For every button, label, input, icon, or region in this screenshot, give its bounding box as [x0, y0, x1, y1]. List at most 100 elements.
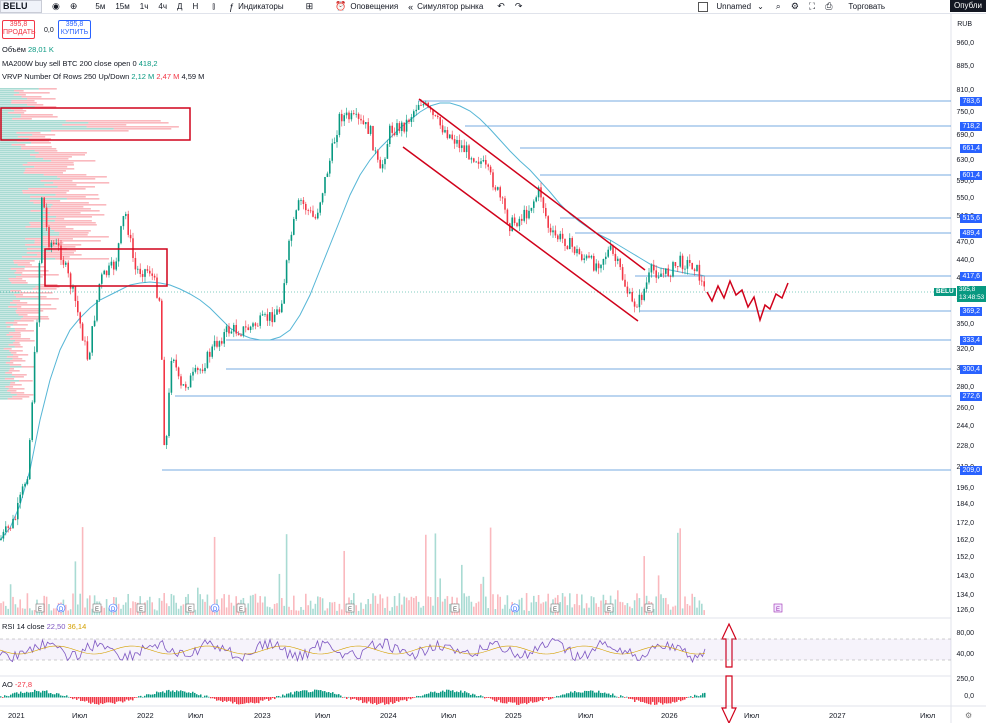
ao-bar — [158, 692, 160, 698]
candle-body — [283, 283, 285, 304]
candle-body — [557, 235, 559, 240]
candle-body — [564, 238, 566, 247]
chevron-down-icon[interactable]: ⌄ — [757, 2, 764, 11]
ao-bar — [374, 697, 376, 703]
profile-row-down — [26, 252, 75, 254]
time-axis-settings-icon[interactable]: ⚙ — [965, 711, 973, 720]
ao-legend[interactable]: AO -27,8 — [2, 680, 33, 689]
indicators-button[interactable]: Индикаторы — [238, 2, 284, 11]
templates-icon[interactable]: ⊞ — [305, 1, 314, 11]
trade-button[interactable]: Торговать — [848, 2, 886, 11]
alerts-button[interactable]: Оповещения — [350, 2, 399, 11]
profile-row-up — [0, 148, 22, 150]
candle-body — [360, 118, 362, 121]
ao-bar — [472, 693, 474, 698]
profile-row-down — [7, 398, 23, 400]
ao-bar — [612, 693, 614, 698]
ao-bar — [698, 696, 700, 698]
profile-row-down — [40, 236, 109, 238]
svg-text:E: E — [139, 607, 143, 613]
volume-bar — [681, 608, 684, 615]
eye-icon[interactable]: ◉ — [52, 1, 60, 11]
redo-icon[interactable]: ↷ — [514, 1, 523, 11]
ao-bar — [136, 697, 138, 698]
event-markers[interactable]: E D E D E E D E E E D E E E E — [35, 603, 783, 613]
profile-row-up — [0, 210, 31, 212]
layout-name[interactable]: Unnamed — [716, 2, 752, 11]
svg-text:E: E — [453, 607, 457, 613]
interval-w[interactable]: Н — [192, 2, 199, 11]
ma-legend[interactable]: MA200W buy sell BTC 200 close open 0 418… — [2, 59, 158, 68]
candle-body — [7, 526, 9, 528]
candles-icon[interactable]: ⫾ — [212, 1, 216, 11]
candle-body — [465, 145, 468, 153]
profile-row-down — [23, 316, 49, 318]
candle-body — [657, 276, 660, 278]
horizontal-levels[interactable] — [162, 100, 951, 471]
volume-bar — [458, 608, 461, 615]
interval-d[interactable]: Д — [177, 2, 183, 11]
indicators-icon[interactable]: ƒ — [229, 1, 235, 12]
volume-bar — [194, 609, 197, 615]
drawings[interactable] — [0, 98, 789, 723]
sell-button[interactable]: 395,8 ПРОДАТЬ — [2, 20, 36, 39]
volume-bar — [293, 595, 295, 615]
volume-bar — [343, 550, 345, 615]
volume-bar — [101, 606, 103, 615]
publish-button[interactable]: Опубли — [949, 0, 986, 12]
candle-body — [396, 123, 398, 136]
candle-body — [122, 216, 125, 227]
interval-15m[interactable]: 15м — [115, 2, 130, 11]
profile-row-up — [0, 110, 15, 112]
volume-bars — [0, 527, 705, 615]
replay-button[interactable]: Симулятор рынка — [417, 2, 484, 11]
ma200w-line — [0, 102, 706, 541]
ao-bar — [100, 697, 102, 704]
buy-button[interactable]: 395,8 КУПИТЬ — [58, 20, 91, 39]
volume-legend[interactable]: Объём 28,01 K — [2, 45, 54, 54]
volume-bar — [487, 608, 489, 615]
ao-bar — [232, 697, 234, 704]
volume-bar — [55, 608, 57, 615]
ao-bar — [156, 691, 158, 698]
interval-4h[interactable]: 4ч — [158, 2, 168, 11]
currency-label[interactable]: RUB — [957, 21, 972, 28]
ao-bar — [518, 697, 520, 705]
interval-1h[interactable]: 1ч — [139, 2, 149, 11]
rsi-legend[interactable]: RSI 14 close 22,50 36,14 — [2, 622, 87, 631]
ao-bar — [14, 692, 16, 698]
layout-checkbox-icon[interactable] — [698, 1, 709, 12]
profile-row-up — [0, 122, 89, 124]
ao-bar — [626, 696, 628, 698]
volume-bar — [432, 605, 434, 615]
candle-body — [223, 332, 225, 344]
undo-icon[interactable]: ↶ — [497, 1, 505, 11]
alert-icon[interactable]: ⏰ — [335, 1, 347, 11]
price-axis-label: 750,0 — [956, 109, 974, 116]
profile-row-up — [0, 192, 23, 194]
profile-row-down — [8, 370, 20, 372]
camera-icon[interactable]: ⎙ — [825, 1, 833, 11]
ao-bar — [32, 692, 34, 698]
ao-bar — [524, 697, 526, 703]
candle-body — [288, 240, 290, 261]
candle-body — [449, 134, 451, 139]
interval-5m[interactable]: 5м — [95, 2, 106, 11]
volume-bar — [362, 608, 365, 615]
ao-bar — [254, 697, 256, 704]
settings-icon[interactable]: ⚙ — [790, 1, 799, 11]
fullscreen-icon[interactable]: ⛶ — [808, 1, 816, 11]
replay-icon[interactable]: « — [408, 1, 414, 12]
volume-bar — [535, 601, 537, 615]
candle-body — [439, 117, 441, 126]
ao-bar — [398, 697, 400, 702]
symbol-search[interactable]: BELU — [0, 0, 42, 13]
ao-bar — [70, 697, 72, 699]
profile-row-down — [11, 282, 28, 284]
compare-plus-icon[interactable]: ⊕ — [69, 1, 78, 11]
search-icon[interactable]: ⌕ — [775, 1, 781, 11]
volume-bar — [345, 610, 348, 615]
vrvp-legend[interactable]: VRVP Number Of Rows 250 Up/Down 2,12 M 2… — [2, 72, 205, 81]
candle-body — [297, 200, 300, 211]
